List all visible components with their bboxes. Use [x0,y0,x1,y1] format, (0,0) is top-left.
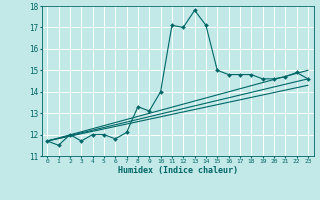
X-axis label: Humidex (Indice chaleur): Humidex (Indice chaleur) [118,166,237,175]
